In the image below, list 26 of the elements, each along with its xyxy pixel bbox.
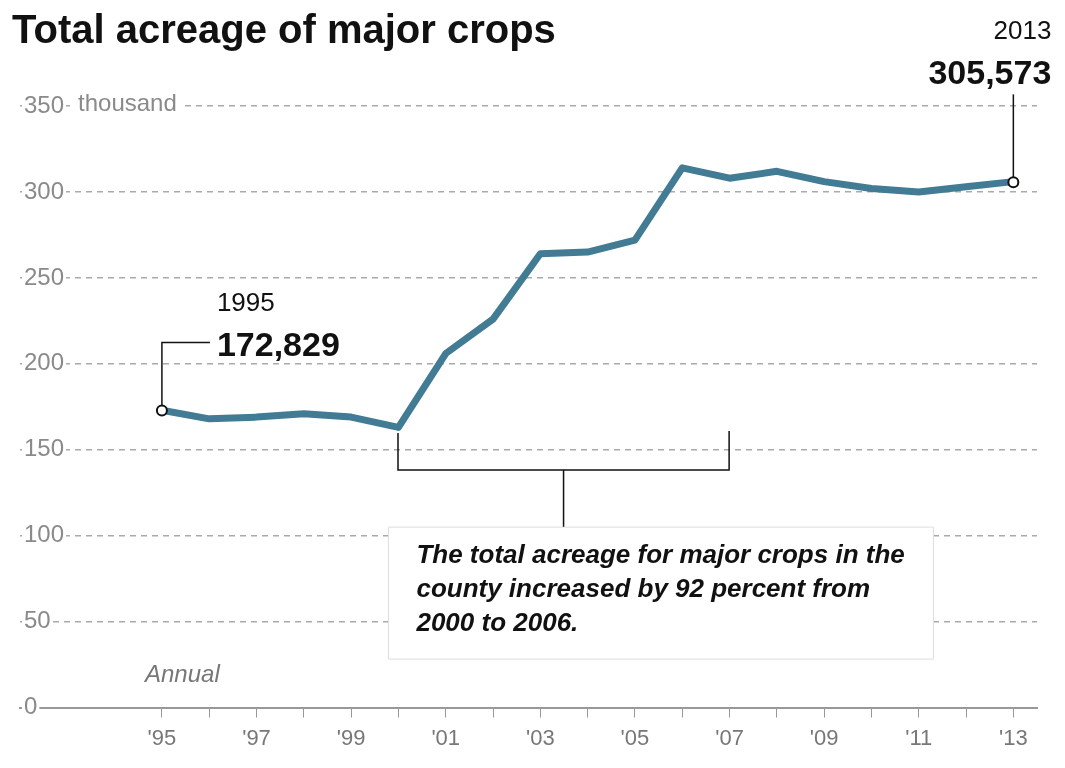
- x-tick-label: '95: [147, 724, 177, 750]
- y-tick-label: 100: [24, 520, 65, 548]
- y-tick-label: 250: [24, 262, 65, 290]
- x-tick-label: '03: [525, 724, 555, 750]
- x-tick-label: '07: [715, 724, 744, 750]
- chart-title: Total acreage of major crops: [12, 7, 556, 52]
- y-axis-title: thousand: [78, 88, 177, 116]
- x-tick-label: '97: [242, 724, 271, 750]
- annotation: 172,829: [216, 324, 340, 363]
- x-tick-label: '09: [809, 724, 839, 750]
- x-tick-label: '01: [431, 724, 461, 750]
- x-tick-label: '99: [336, 724, 366, 750]
- text: 2013: [993, 15, 1052, 46]
- y-tick-label: 350: [24, 90, 65, 118]
- y-tick-label: 150: [24, 434, 65, 462]
- y-tick-label: 200: [24, 348, 65, 376]
- annotation: 1995: [216, 286, 275, 317]
- x-tick-label: '13: [999, 724, 1028, 750]
- y-tick-label: 50: [24, 606, 51, 634]
- y-tick-label: 300: [24, 176, 65, 204]
- annotation: Annual: [143, 659, 221, 687]
- x-tick-label: '11: [905, 724, 933, 750]
- x-tick-label: '05: [620, 724, 650, 750]
- annotation: 305,573: [928, 53, 1052, 92]
- y-tick-label: 0: [24, 692, 38, 720]
- annotation: The total acreage for major crops in the county increased by 92 percent from 2000 to 2006.: [415, 539, 905, 638]
